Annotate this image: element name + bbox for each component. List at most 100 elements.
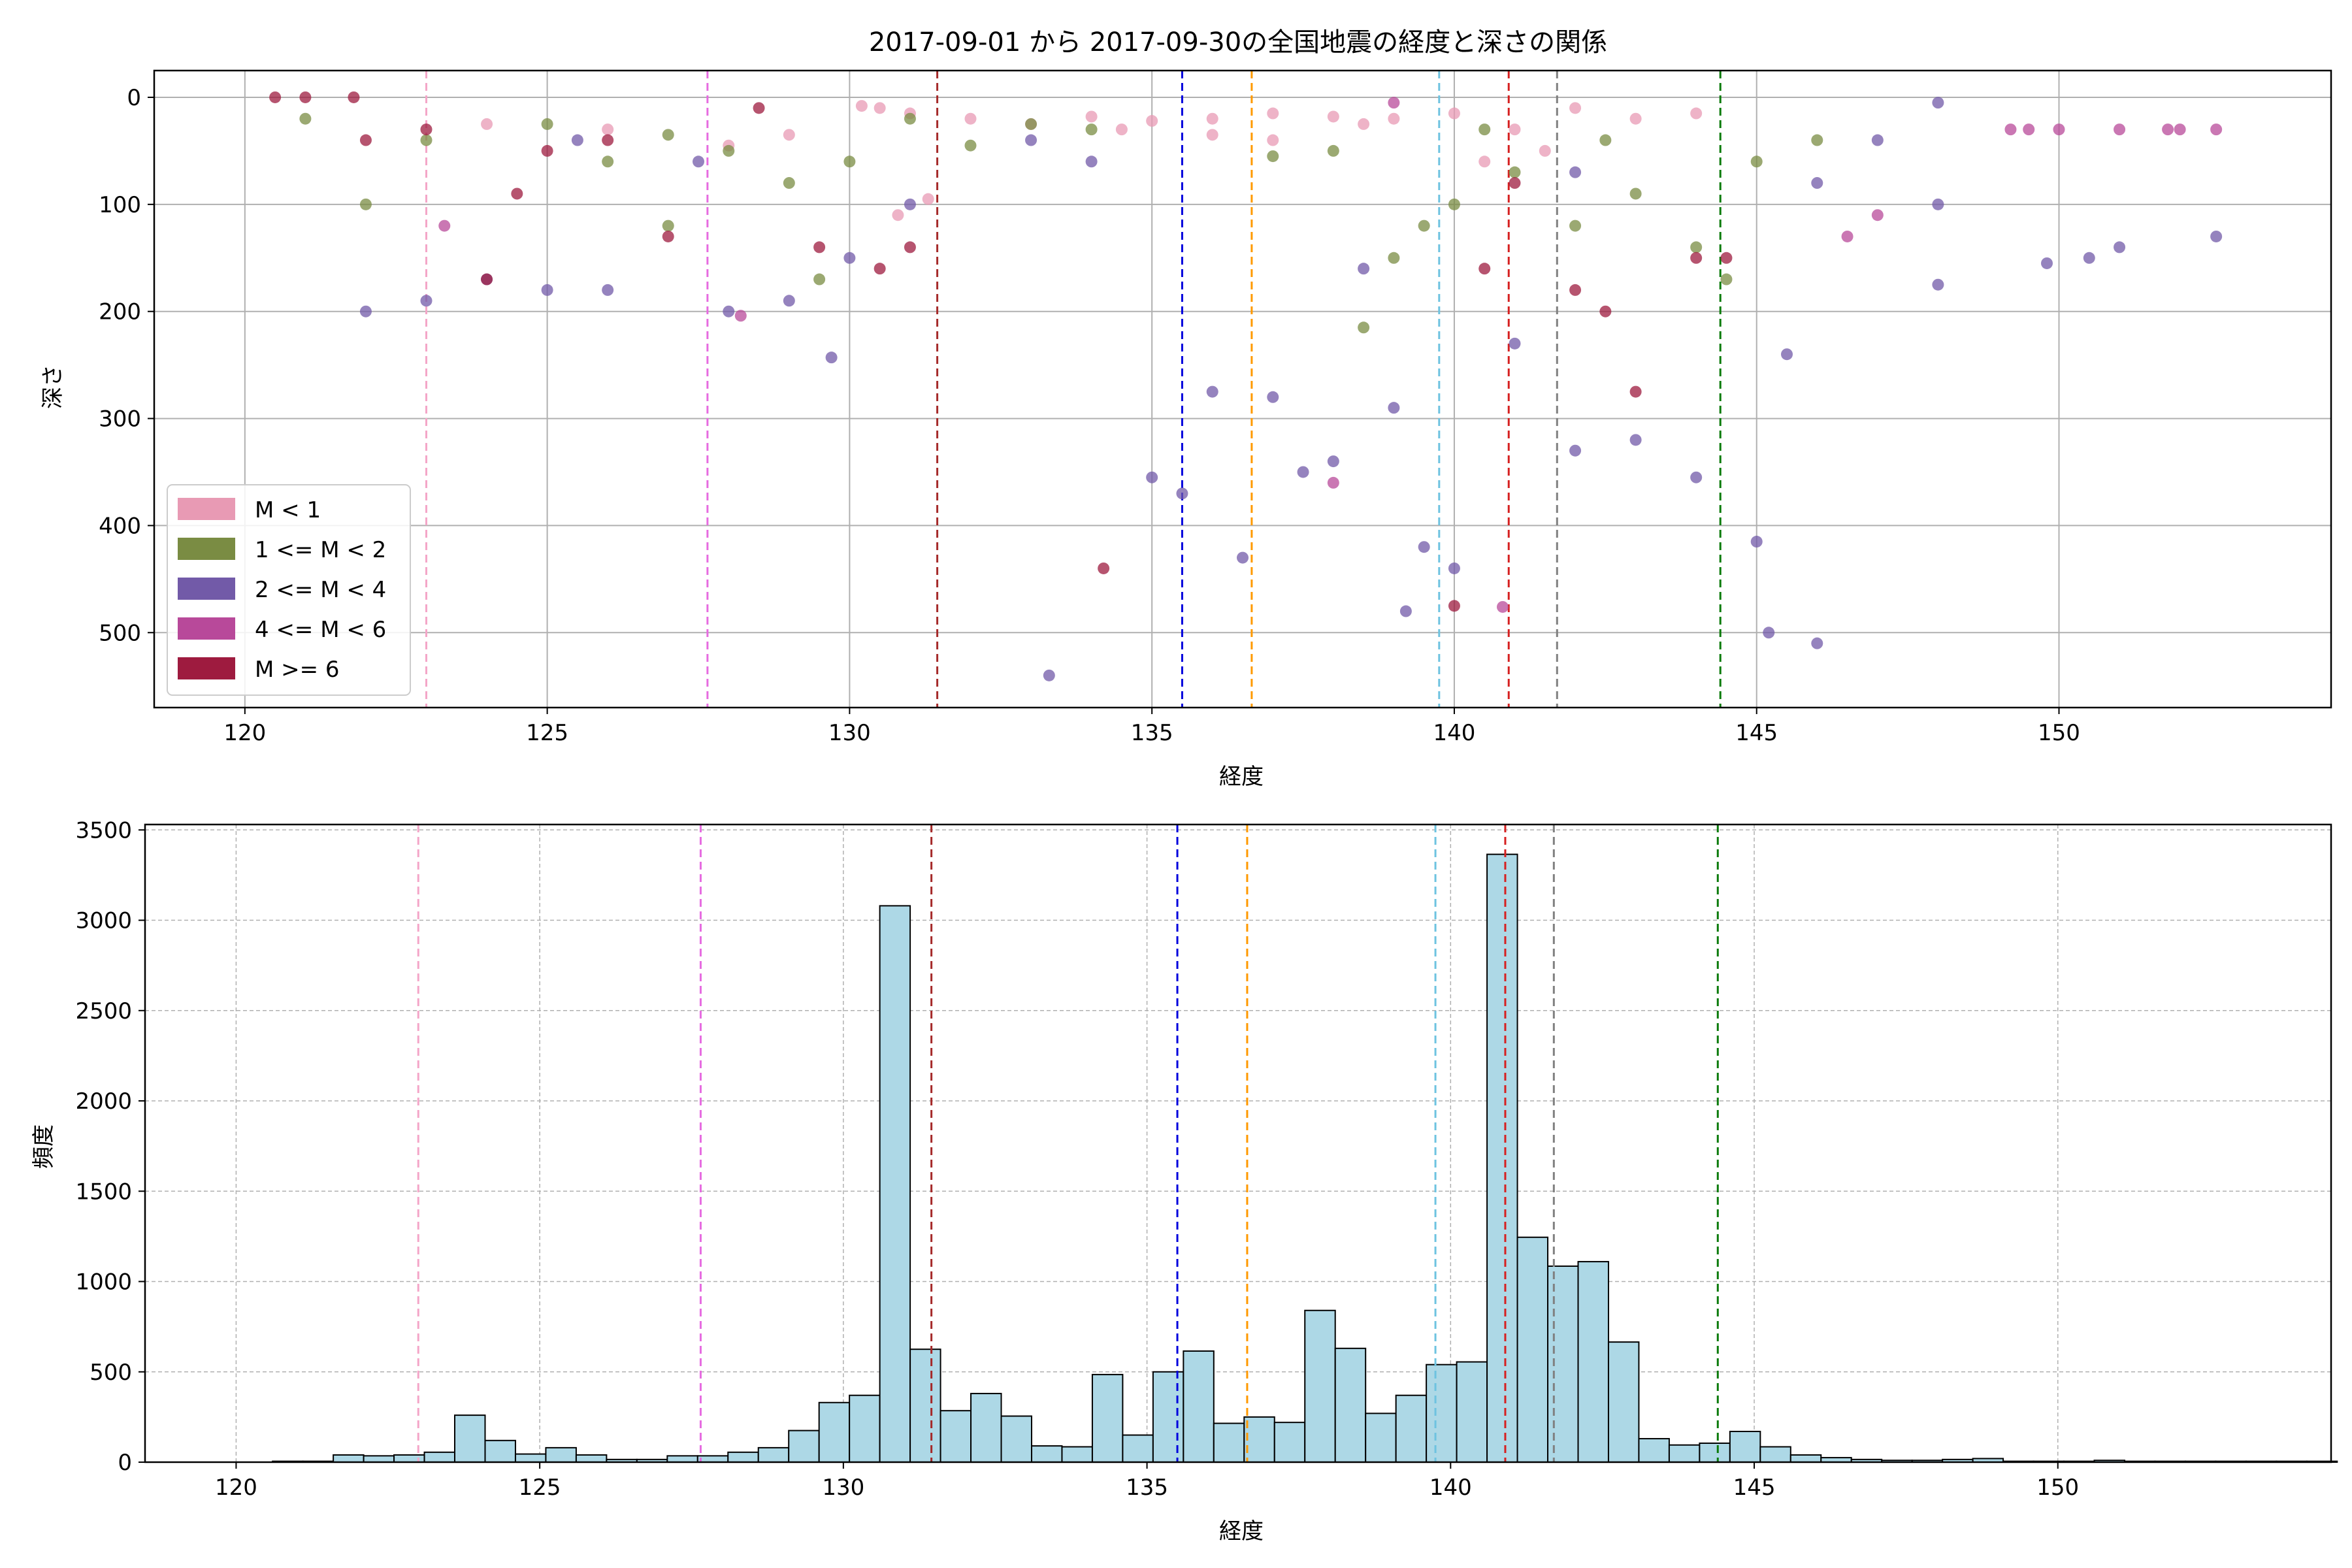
legend: M < 1 1 <= M < 2 2 <= M < 4 4 <= M < 6 M… xyxy=(167,484,411,696)
scatter-point xyxy=(855,100,868,112)
histogram-bar xyxy=(1638,1438,1670,1463)
histogram-bar xyxy=(1152,1371,1184,1463)
scatter-y-tick-label: 400 xyxy=(99,513,141,539)
histogram-bar xyxy=(849,1394,881,1463)
scatter-point xyxy=(2023,123,2035,136)
scatter-point xyxy=(1811,134,1823,146)
scatter-point xyxy=(481,118,493,130)
scatter-point xyxy=(269,91,282,103)
scatter-point xyxy=(2114,123,2126,136)
scatter-point xyxy=(2040,257,2053,269)
histogram-bar xyxy=(1122,1434,1154,1463)
histogram-bar xyxy=(484,1439,516,1463)
scatter-point xyxy=(813,241,826,253)
scatter-point xyxy=(1358,118,1370,130)
scatter-point xyxy=(420,123,433,136)
scatter-point xyxy=(1043,669,1055,681)
histogram-bar xyxy=(909,1348,941,1463)
scatter-point xyxy=(1690,241,1703,253)
scatter-point xyxy=(1327,476,1339,489)
histogram-y-tick-label: 3000 xyxy=(75,908,132,934)
scatter-point xyxy=(1448,562,1460,574)
histogram-bar xyxy=(1607,1341,1640,1463)
histogram-bar xyxy=(879,905,911,1463)
scatter-point xyxy=(1841,230,1854,242)
scatter-series xyxy=(269,91,1733,612)
legend-item: 4 <= M < 6 xyxy=(178,617,386,643)
scatter-point xyxy=(1932,278,1944,291)
scatter-series xyxy=(299,112,1823,334)
scatter-x-ticks: 120 125 130 135 140 145 150 xyxy=(223,708,2080,746)
scatter-point xyxy=(1267,107,1279,120)
histogram-bar xyxy=(1213,1422,1245,1463)
scatter-point xyxy=(1358,263,1370,275)
histogram-bar xyxy=(1426,1364,1458,1463)
scatter-point xyxy=(1478,123,1491,136)
histogram-y-tick-label: 500 xyxy=(90,1360,132,1386)
scatter-point xyxy=(922,193,934,205)
histogram-plot-frame xyxy=(144,823,2332,1463)
scatter-panel: 120 125 130 135 140 145 150 0 100 200 300 400 500 経… xyxy=(40,69,2332,790)
scatter-point xyxy=(299,91,312,103)
scatter-point xyxy=(1690,471,1703,483)
histogram-y-tick-label: 0 xyxy=(118,1450,132,1476)
scatter-point xyxy=(1720,273,1733,286)
histogram-y-tick-label: 2000 xyxy=(75,1088,132,1115)
histogram-bar xyxy=(393,1454,425,1463)
scatter-x-tick-label: 140 xyxy=(1433,720,1475,746)
scatter-point xyxy=(602,155,614,168)
histogram-x-axis-label: 経度 xyxy=(1219,1518,1264,1544)
scatter-points xyxy=(269,91,2223,681)
scatter-point xyxy=(1025,118,1037,130)
histogram-bar xyxy=(1699,1442,1731,1463)
scatter-x-tick-label: 120 xyxy=(223,720,266,746)
scatter-point xyxy=(723,305,735,318)
scatter-point xyxy=(1098,562,1110,574)
histogram-x-tick-label: 150 xyxy=(2036,1475,2079,1501)
scatter-point xyxy=(1085,155,1098,168)
scatter-reference-lines xyxy=(425,71,1722,708)
histogram-bar xyxy=(818,1401,851,1463)
scatter-point xyxy=(1297,466,1309,478)
scatter-point xyxy=(1327,455,1339,468)
scatter-gridlines xyxy=(154,71,2331,708)
scatter-point xyxy=(1237,551,1249,564)
scatter-point xyxy=(602,123,614,136)
histogram-bar xyxy=(575,1454,608,1463)
scatter-point xyxy=(1267,134,1279,146)
histogram-panel: 120 125 130 135 140 145 150 0 500 1000 1500 2000 25… xyxy=(31,817,2338,1544)
scatter-point xyxy=(1629,434,1642,446)
scatter-y-tick-label: 100 xyxy=(99,192,141,218)
scatter-point xyxy=(1448,600,1460,612)
histogram-bar xyxy=(1395,1394,1428,1463)
histogram-bar xyxy=(1365,1413,1397,1463)
scatter-series xyxy=(359,97,2223,681)
scatter-point xyxy=(1629,112,1642,125)
legend-swatch xyxy=(178,657,235,679)
scatter-point xyxy=(964,112,977,125)
histogram-bar xyxy=(1668,1444,1701,1463)
histogram-y-tick-label: 1500 xyxy=(75,1179,132,1205)
scatter-point xyxy=(2210,123,2223,136)
scatter-point xyxy=(1629,385,1642,398)
histogram-bar xyxy=(1000,1415,1032,1463)
scatter-point xyxy=(843,252,856,264)
scatter-point xyxy=(359,198,372,210)
scatter-point xyxy=(1720,252,1733,264)
histogram-bar xyxy=(363,1455,395,1463)
scatter-point xyxy=(1388,97,1400,109)
histogram-bar xyxy=(1577,1261,1609,1463)
scatter-y-tick-label: 0 xyxy=(127,85,141,111)
scatter-point xyxy=(1750,536,1763,548)
scatter-point xyxy=(1206,385,1218,398)
scatter-point xyxy=(1781,348,1793,361)
histogram-y-tick-label: 3500 xyxy=(75,817,132,843)
scatter-point xyxy=(541,144,553,157)
scatter-point xyxy=(1176,487,1188,500)
legend-swatch xyxy=(178,617,235,640)
histogram-y-ticks: 0 500 1000 1500 2000 2500 3000 3500 xyxy=(75,817,145,1476)
scatter-point xyxy=(2083,252,2095,264)
scatter-x-axis-label: 経度 xyxy=(1219,764,1264,790)
